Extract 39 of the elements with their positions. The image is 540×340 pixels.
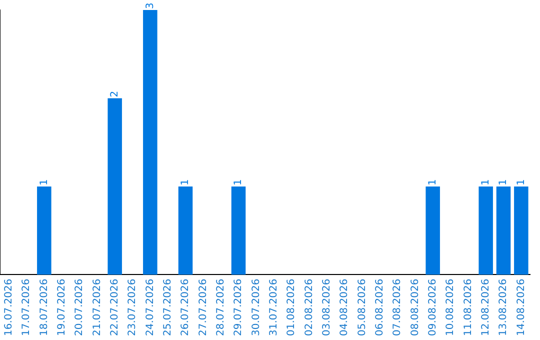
- x-tick-label: 23.07.2026: [127, 278, 138, 336]
- x-tick-label: 17.07.2026: [21, 278, 32, 336]
- x-tick-label: 12.08.2026: [480, 278, 492, 336]
- data-label: 1: [427, 179, 438, 186]
- x-tick-label: 19.07.2026: [56, 278, 68, 336]
- x-tick-label: 01.08.2026: [286, 278, 298, 336]
- x-tick-label: 14.08.2026: [516, 278, 527, 336]
- x-tick-label: 25.07.2026: [162, 278, 174, 336]
- x-tick-label: 02.08.2026: [304, 278, 315, 336]
- data-label: 1: [180, 179, 192, 186]
- data-label: 1: [480, 179, 492, 186]
- x-tick-label: 18.07.2026: [38, 278, 50, 336]
- x-tick-label: 22.07.2026: [109, 278, 120, 336]
- x-tick-label: 29.07.2026: [233, 278, 244, 336]
- data-label: 1: [516, 179, 527, 186]
- x-tick-label: 24.07.2026: [144, 278, 156, 336]
- data-label: 1: [38, 179, 50, 186]
- x-tick-label: 20.07.2026: [74, 278, 86, 336]
- x-tick-label: 03.08.2026: [321, 278, 332, 336]
- x-tick-label: 05.08.2026: [356, 278, 368, 336]
- x-tick-label: 28.07.2026: [215, 278, 226, 336]
- data-label: 1: [233, 179, 244, 186]
- x-tick-label: 27.07.2026: [198, 278, 209, 336]
- x-tick-label: 26.07.2026: [180, 278, 192, 336]
- x-tick-label: 09.08.2026: [427, 278, 438, 336]
- x-tick-label: 08.08.2026: [410, 278, 421, 336]
- data-label: 1: [498, 179, 510, 186]
- x-tick-label: 31.07.2026: [268, 278, 280, 336]
- x-tick-label: 11.08.2026: [462, 278, 474, 336]
- data-label: 3: [144, 2, 156, 9]
- x-tick-label: 07.08.2026: [392, 278, 404, 336]
- x-tick-label: 30.07.2026: [250, 278, 262, 336]
- x-tick-label: 13.08.2026: [498, 278, 510, 336]
- x-tick-label: 10.08.2026: [445, 278, 456, 336]
- x-tick-label: 21.07.2026: [92, 278, 103, 336]
- x-tick-label: 16.07.2026: [3, 278, 14, 336]
- data-label: 2: [109, 90, 120, 98]
- x-tick-label: 04.08.2026: [339, 278, 350, 336]
- x-tick-label: 06.08.2026: [374, 278, 386, 336]
